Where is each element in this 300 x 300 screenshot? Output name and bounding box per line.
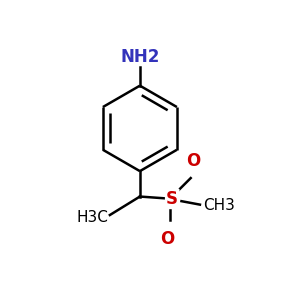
Text: CH3: CH3	[203, 198, 235, 213]
Text: S: S	[166, 190, 178, 208]
Text: O: O	[186, 152, 200, 170]
Text: H3C: H3C	[77, 210, 109, 225]
Text: NH2: NH2	[120, 48, 160, 66]
Text: O: O	[160, 230, 175, 248]
